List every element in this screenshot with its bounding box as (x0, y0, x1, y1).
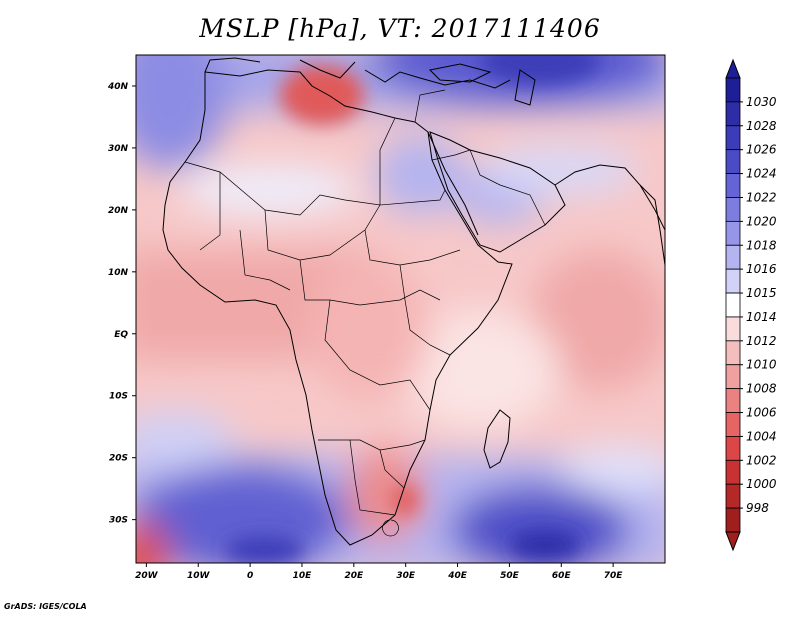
lon-label: 10W (187, 571, 211, 581)
longitude-axis: 20W 10W 0 10E 20E 30E 40E 50E 60E 70E (135, 563, 623, 581)
africa-coastline (162, 69, 513, 546)
colorbar-label: 1000 (746, 477, 777, 491)
map-title: MSLP [hPa], VT: 2017111406 (199, 14, 601, 43)
colorbar-label: 1022 (746, 190, 777, 204)
colorbar-segment (725, 220, 741, 246)
colorbar-label: 1010 (746, 358, 777, 372)
coastlines (162, 57, 665, 546)
colorbar-segment (725, 364, 741, 390)
colorbar-label: 1020 (746, 214, 777, 228)
colorbar-segment (725, 292, 741, 318)
colorbar-segment (725, 101, 741, 127)
lat-label: 20N (108, 206, 129, 216)
caspian-coastline (514, 69, 536, 106)
lat-label: EQ (114, 330, 128, 340)
colorbar-label: 1016 (746, 262, 777, 276)
red-sea-coastline (427, 131, 479, 236)
colorbar-label: 1015 (746, 286, 777, 300)
colorbar-label: 1008 (746, 382, 777, 396)
lat-label: 20S (109, 454, 128, 464)
lon-label: 10E (293, 571, 313, 581)
europe-coastline (204, 57, 511, 89)
grads-credit: GrADS: IGES/COLA (4, 602, 87, 611)
colorbar-segment (725, 125, 741, 151)
colorbar-label: 1012 (746, 334, 777, 348)
colorbar-segment (725, 316, 741, 342)
lon-label: 50E (500, 571, 520, 581)
colorbar-top-arrow (725, 58, 741, 79)
colorbar-segment (725, 173, 741, 198)
pressure-field (136, 55, 665, 563)
colorbar-segment (725, 436, 741, 461)
lat-label: 30S (109, 516, 128, 526)
india-coastline (639, 184, 665, 266)
colorbar-bottom-arrow (725, 531, 741, 552)
colorbar-label: 1002 (746, 453, 777, 467)
lon-label: 40E (447, 571, 468, 581)
colorbar-label: 1024 (746, 167, 777, 181)
madagascar-coastline (483, 409, 511, 469)
lon-label: 20E (344, 571, 364, 581)
colorbar-segment (725, 149, 741, 174)
colorbar-label: 1026 (746, 143, 777, 157)
colorbar-label: 1018 (746, 238, 777, 252)
lat-label: 30N (108, 144, 129, 154)
colorbar-segment (725, 244, 741, 270)
lon-label: 30E (396, 571, 416, 581)
colorbar-label: 998 (746, 501, 769, 515)
black-sea-coastline (428, 63, 492, 83)
colorbar-segment (725, 388, 741, 413)
lon-label: 70E (604, 571, 624, 581)
latitude-axis: 40N 30N 20N 10N EQ 10S 20S 30S (107, 82, 136, 526)
colorbar-segment (725, 507, 741, 533)
colorbar-label: 1006 (746, 406, 777, 420)
colorbar-label: 1030 (746, 95, 777, 109)
asia-coastline (554, 164, 665, 231)
colorbar: 1030 1028 1026 1024 1022 1020 1018 1016 1015 1014… (725, 58, 777, 552)
map-frame (135, 54, 666, 564)
colorbar-label: 1004 (746, 429, 777, 443)
colorbar-segment (725, 483, 741, 509)
lon-label: 60E (552, 571, 572, 581)
lon-label: 20W (135, 571, 159, 581)
lat-label: 10N (108, 268, 129, 278)
colorbar-segment (725, 268, 741, 294)
colorbar-label: 1028 (746, 119, 777, 133)
colorbar-segment (725, 340, 741, 366)
colorbar-segment (725, 77, 741, 103)
colorbar-label: 1014 (746, 310, 777, 324)
country-borders (184, 89, 546, 537)
colorbar-segment (725, 412, 741, 437)
lat-label: 10S (109, 392, 128, 402)
lon-label: 0 (247, 571, 253, 581)
lat-label: 40N (107, 82, 129, 92)
colorbar-segment (725, 197, 741, 222)
colorbar-segment (725, 459, 741, 485)
